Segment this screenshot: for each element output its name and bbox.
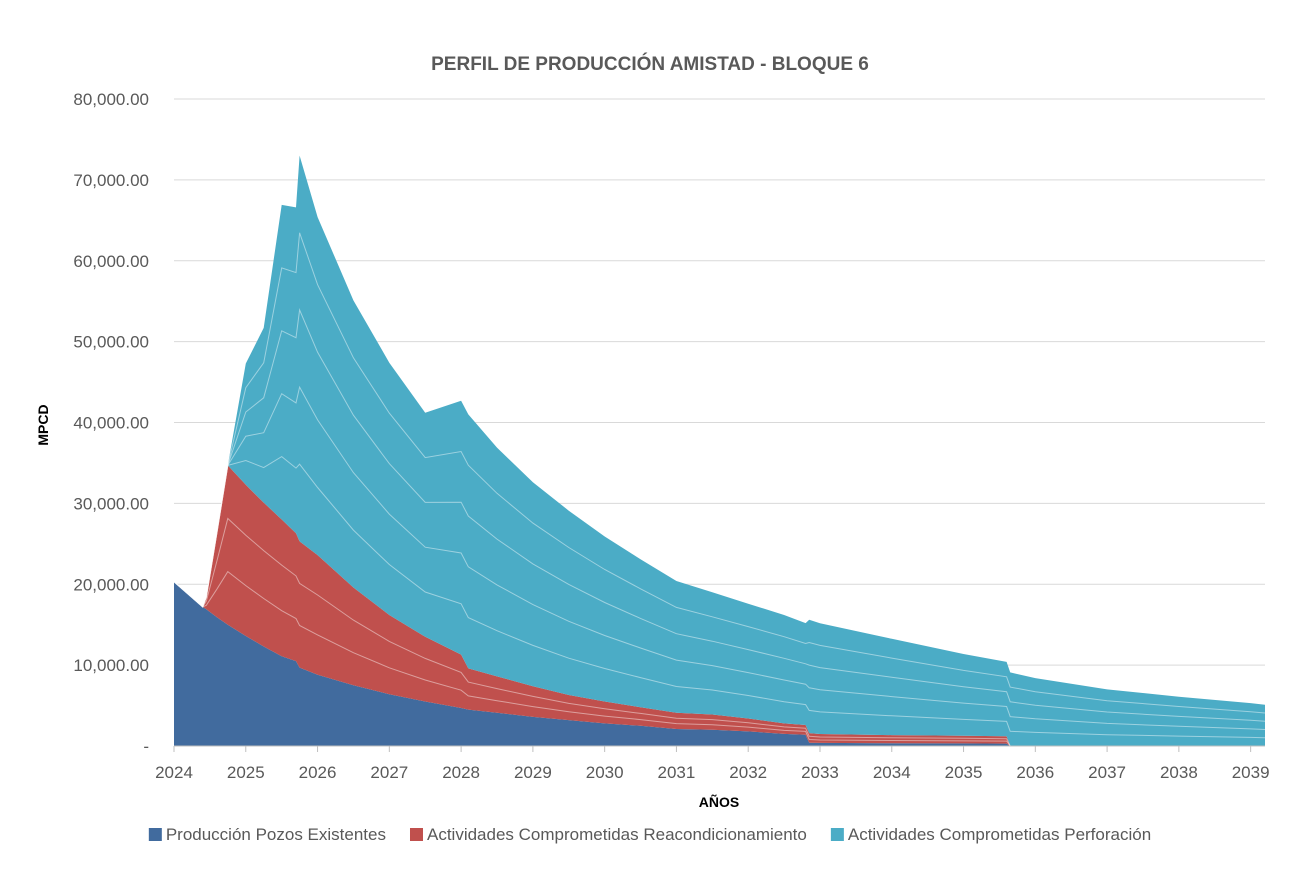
area-separator-lines (173, 232, 1266, 747)
y-tick-label: 60,000.00 (73, 252, 149, 271)
y-tick-label: 10,000.00 (73, 656, 149, 675)
x-tick-label: 2027 (370, 763, 408, 782)
y-tick-label: 80,000.00 (73, 90, 149, 109)
x-tick-label: 2024 (155, 763, 193, 782)
x-tick-label: 2028 (442, 763, 480, 782)
y-tick-label: 20,000.00 (73, 575, 149, 594)
x-tick-label: 2036 (1016, 763, 1054, 782)
legend-swatch (830, 828, 844, 841)
x-tick-label: 2035 (945, 763, 983, 782)
legend-label: Actividades Comprometidas Perforación (848, 825, 1151, 844)
area-series-1 (174, 581, 1265, 746)
y-axis-title: MPCD (35, 404, 51, 445)
x-tick-label: 2032 (729, 763, 767, 782)
x-tick-label: 2031 (658, 763, 696, 782)
x-tick-label: 2033 (801, 763, 839, 782)
legend-swatch (409, 828, 423, 841)
x-tick-label: 2025 (227, 763, 265, 782)
stacked-areas (174, 155, 1265, 747)
perforacion-separator-3 (173, 308, 1266, 722)
reacondicionamiento-separator-1 (173, 570, 1265, 747)
x-tick-label: 2030 (586, 763, 624, 782)
legend-item-2: Actividades Comprometidas Reacondicionam… (409, 825, 807, 844)
y-tick-label: 50,000.00 (73, 333, 149, 352)
y-tick-label: 70,000.00 (73, 171, 149, 190)
legend-item-1: Producción Pozos Existentes (148, 825, 386, 844)
legend: Producción Pozos Existentes Actividades C… (148, 825, 1151, 844)
y-tick-label: 40,000.00 (73, 414, 149, 433)
area-series-2 (174, 465, 1265, 746)
legend-item-3: Actividades Comprometidas Perforación (830, 825, 1151, 844)
perforacion-separator-4 (173, 232, 1266, 714)
legend-swatch (148, 828, 162, 841)
chart-title: PERFIL DE PRODUCCIÓN AMISTAD - BLOQUE 6 (431, 53, 869, 75)
x-tick-label: 2034 (873, 763, 911, 782)
y-tick-label: 30,000.00 (73, 494, 149, 513)
x-tick-label: 2038 (1160, 763, 1198, 782)
x-tick-label: 2029 (514, 763, 552, 782)
reacondicionamiento-separator-2 (173, 517, 1265, 747)
area-series-3 (174, 155, 1265, 747)
x-tick-label: 2037 (1088, 763, 1126, 782)
perforacion-separator-1 (173, 455, 1266, 739)
perforacion-separator-2 (173, 385, 1266, 730)
x-axis-tick-labels: 2024 2025 2026 2027 2028 2029 2030 2031 2032 2033… (155, 746, 1270, 782)
x-axis-title: AÑOS (699, 793, 739, 810)
y-axis-tick-labels: - 10,000.00 20,000.00 30,000.00 40,000.00 50,… (73, 90, 149, 756)
y-tick-label: - (143, 737, 149, 756)
x-tick-label: 2039 (1232, 763, 1270, 782)
legend-label: Actividades Comprometidas Reacondicionam… (427, 825, 807, 844)
legend-label: Producción Pozos Existentes (166, 825, 386, 844)
x-tick-label: 2026 (299, 763, 337, 782)
